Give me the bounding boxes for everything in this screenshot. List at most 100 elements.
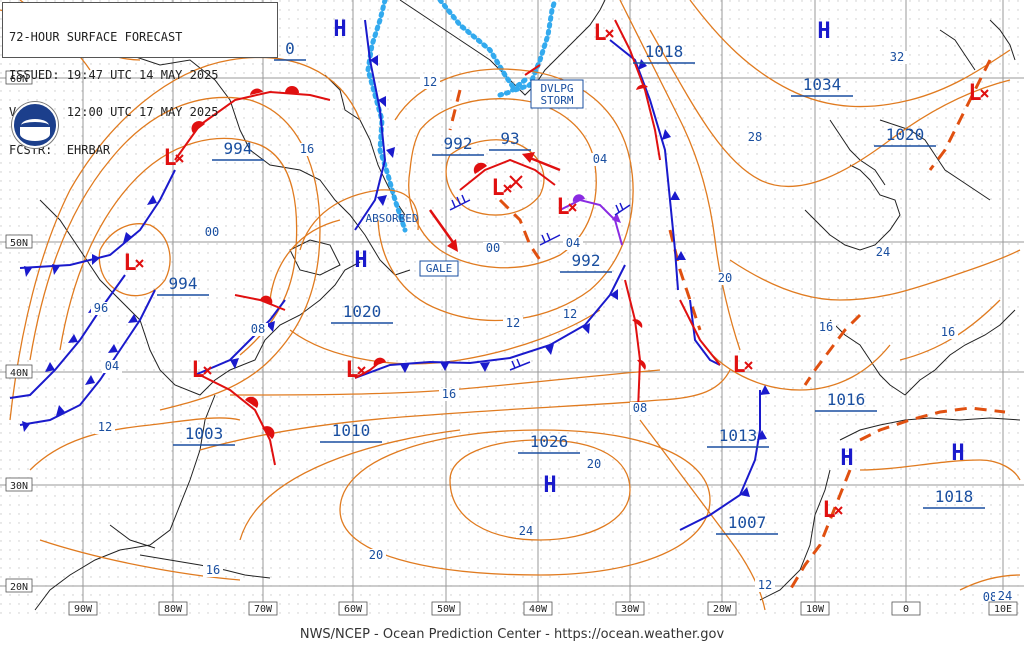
low-center: L	[191, 358, 204, 383]
isobars	[0, 0, 1021, 611]
lon-label-box	[615, 601, 645, 616]
low-x-marker	[834, 506, 843, 515]
isobar-label: 04	[566, 236, 580, 250]
low-center: L	[163, 146, 176, 171]
pressure-value: 0	[285, 39, 295, 58]
lon-label: 80W	[164, 604, 183, 615]
isobar-label: 16	[941, 325, 955, 339]
low-x-marker	[357, 366, 366, 375]
low-x-marker	[980, 89, 989, 98]
isobar-label: 12	[506, 316, 520, 330]
pressure-value: 994	[224, 139, 253, 158]
dvlpg-storm-label: DVLPG STORM	[540, 82, 573, 107]
lon-label: 40W	[529, 604, 548, 615]
isobar-label: 16	[300, 142, 314, 156]
dvlpg-storm-box	[530, 79, 584, 109]
lon-label-box	[338, 601, 368, 616]
high-center: H	[951, 441, 964, 466]
high-center: H	[354, 248, 367, 273]
isobar-label: 12	[98, 420, 112, 434]
pressure-value: 1007	[728, 513, 767, 532]
lat-label-box	[5, 477, 33, 492]
low-x-marker	[135, 259, 144, 268]
low-center: L	[732, 353, 745, 378]
lon-label: 10E	[994, 604, 1012, 615]
high-center: H	[840, 446, 853, 471]
isobar-label: 24	[519, 524, 533, 538]
noaa-logo	[12, 102, 58, 148]
lon-label: 50W	[437, 604, 456, 615]
cold-fronts	[9, 19, 761, 531]
low-center: L	[822, 498, 835, 523]
high-center: H	[817, 19, 830, 44]
pressure-value: 1016	[827, 390, 866, 409]
pressure-value: 992	[444, 134, 473, 153]
gale-box	[419, 260, 459, 277]
low-pressure-centers: L L L L L L L L L L	[123, 21, 989, 523]
isobar-label: 24	[998, 589, 1012, 603]
low-center: L	[345, 358, 358, 383]
gale-label: GALE	[426, 262, 453, 275]
lat-label: 20N	[10, 582, 28, 593]
lat-label-box	[5, 578, 33, 593]
high-pressure-centers: H H H H H H	[333, 17, 964, 498]
low-x-marker	[568, 203, 577, 212]
lon-label-box	[707, 601, 737, 616]
longitude-labels: 90W 80W 70W 60W 50W 40W 30W 20W 10W 0 10E	[68, 601, 1018, 616]
issued-time: ISSUED: 19:47 UTC 14 MAY 2025	[9, 68, 219, 81]
isobar-label: 16	[442, 387, 456, 401]
low-center: L	[556, 195, 569, 220]
lat-label-box	[5, 364, 33, 379]
isobar-label: 08	[983, 590, 997, 604]
isobar-labels: 12 16 00 04 12 08 96 04 12 16 00 04 12 08 20 28 32 24 16 16…	[91, 50, 1015, 604]
lon-label: 60W	[344, 604, 363, 615]
lon-label: 70W	[254, 604, 273, 615]
low-center: L	[123, 251, 136, 276]
occluded-front-symbols	[572, 194, 621, 223]
low-x-marker	[605, 29, 614, 38]
isobar-label: 20	[369, 548, 383, 562]
lon-label: 20W	[713, 604, 732, 615]
lon-label-box	[248, 601, 278, 616]
high-center: H	[333, 17, 346, 42]
lon-label-box	[988, 601, 1018, 616]
lon-label: 90W	[74, 604, 93, 615]
lat-label: 40N	[10, 368, 28, 379]
pressure-value: 1003	[185, 424, 224, 443]
isobar-label: 32	[890, 50, 904, 64]
isobar-label: 16	[206, 563, 220, 577]
storm-track-arrows	[428, 156, 561, 246]
isobar-label: 20	[718, 271, 732, 285]
isobar-label: 16	[819, 320, 833, 334]
pressure-value: 1018	[645, 42, 684, 61]
latitude-labels: 60N 50N 40N 30N 20N	[5, 70, 33, 593]
pressure-value: 1034	[803, 75, 842, 94]
lon-label-box	[431, 601, 461, 616]
lat-lon-grid	[0, 0, 1024, 610]
low-x-marker	[744, 361, 753, 370]
lon-label-box	[891, 601, 921, 616]
lat-label-box	[5, 70, 33, 85]
storm-track-arrowheads	[447, 152, 535, 252]
pressure-value: 1026	[530, 432, 569, 451]
cold-front-pips	[22, 55, 770, 497]
isobar-label: 12	[423, 75, 437, 89]
isobar-label: 04	[105, 359, 119, 373]
occluded-front	[559, 198, 623, 246]
pressure-value: 1018	[935, 487, 974, 506]
forecast-info-box: 72-HOUR SURFACE FORECAST ISSUED: 19:47 U…	[2, 2, 278, 156]
isobar-label: 12	[758, 578, 772, 592]
warm-front-pips	[191, 84, 648, 439]
low-center: L	[491, 176, 504, 201]
pressure-value: 1020	[886, 125, 925, 144]
lat-label: 50N	[10, 238, 28, 249]
isobar-label: 00	[205, 225, 219, 239]
dot-grid	[0, 0, 1024, 620]
lon-label: 10W	[806, 604, 825, 615]
lon-label-box	[523, 601, 553, 616]
pressure-value: 93	[500, 129, 519, 148]
isobar-label: 00	[486, 241, 500, 255]
lat-label: 30N	[10, 481, 28, 492]
pressure-value: 1013	[719, 426, 758, 445]
